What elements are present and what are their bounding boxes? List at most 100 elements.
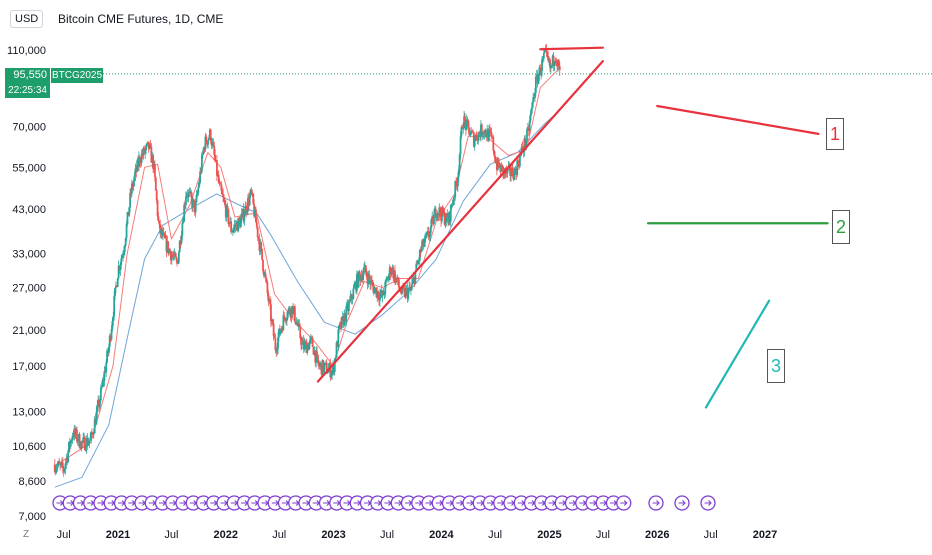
candle-body [452,199,455,205]
candle-body [340,316,343,328]
candle-body [484,129,487,135]
candle-body [140,153,143,163]
candle-body [373,288,376,294]
candle-body [262,259,264,271]
event-marker-icon[interactable] [648,495,664,511]
event-marker-icon[interactable] [700,495,716,511]
trendline[interactable] [656,104,820,135]
candle-body [371,280,373,283]
annotation-label-1[interactable]: 1 [826,118,844,150]
candle-body [309,339,311,344]
candle-body [200,171,202,173]
annotation-label-3[interactable]: 3 [767,349,785,383]
y-tick-label: 10,600 [12,441,46,453]
candle-body [63,468,66,472]
candle-body [64,463,67,469]
candle-body [411,279,414,285]
candle-body [201,153,204,155]
price-axis[interactable]: 110,000 70,000 55,000 43,000 33,000 27,000 21,… [7,45,46,523]
candle-body [478,132,481,135]
event-marker-icon[interactable] [674,495,690,511]
trendline[interactable] [539,46,604,51]
event-marker-icon[interactable] [616,495,632,511]
candle-body [427,231,430,238]
candle-body [121,255,124,259]
x-tick-label: 2025 [537,529,561,541]
candle-body [70,440,73,442]
candle-body [288,308,291,314]
candle-body [240,213,243,219]
candle-body [219,183,222,185]
candle-body [534,76,537,93]
candle-body [402,287,405,289]
candle-body [156,200,159,217]
candle-body [410,289,412,291]
candle-body [202,147,205,154]
candle-body [250,189,253,193]
x-tick-label: Jul [488,529,502,541]
y-tick-label: 21,000 [12,325,46,337]
candle-body [490,132,493,137]
candle-body [205,136,208,144]
y-tick-label: 43,000 [12,204,46,216]
annotation-label-2[interactable]: 2 [832,210,850,244]
candle-body [390,271,393,275]
candle-body [553,62,556,66]
x-tick-label: Jul [380,529,394,541]
candle-body [464,116,466,122]
candle-body [183,204,186,222]
candle-body [415,263,418,272]
candle-body [445,213,448,222]
symbol-title[interactable]: Bitcoin CME Futures, 1D, CME [58,12,224,26]
candle-body [546,51,549,57]
candle-body [138,156,141,163]
candle-body [175,256,178,260]
candle-body [338,325,341,330]
currency-label[interactable]: USD [10,10,44,28]
drawings[interactable] [316,46,829,409]
candle-body [364,265,367,273]
candle-body [199,171,201,183]
timezone-mark[interactable]: Z [23,529,30,540]
candle-body [197,186,200,193]
trendline[interactable] [316,60,604,383]
candle-body [429,227,432,236]
candle-body [457,169,460,177]
candle-body [158,220,161,225]
x-tick-label: Jul [164,529,178,541]
candle-body [441,207,444,215]
candle-body [200,154,203,172]
candle-body [532,97,535,103]
candle-body [134,168,137,176]
fast-moving-average-line [54,67,561,467]
event-markers[interactable] [52,495,716,511]
candle-body [123,245,126,252]
candle-body [208,137,210,140]
candle-body [82,437,85,443]
candle-body [238,218,240,221]
candle-body [262,270,265,276]
y-tick-label: 110,000 [7,45,46,57]
candle-body [132,181,135,187]
candle-body [198,182,201,187]
candle-body [337,329,340,347]
candle-body [443,211,446,225]
candle-body [329,363,332,378]
candle-body [418,260,420,262]
candle-body [154,177,157,191]
candle-body [384,281,387,295]
x-tick-label: 2022 [214,529,238,541]
candle-body [87,442,90,446]
time-axis[interactable]: Jul 2021 Jul 2022 Jul 2023 Jul 2024 Jul 2025 Jul 20… [57,529,778,541]
candle-body [126,212,129,224]
candle-body [434,208,437,219]
candle-body [462,128,465,129]
candle-body [223,200,226,205]
candle-body [517,160,520,166]
candle-body [446,213,449,218]
trendline[interactable] [704,299,771,409]
candle-body [417,261,419,265]
x-tick-label: 2024 [429,529,454,541]
